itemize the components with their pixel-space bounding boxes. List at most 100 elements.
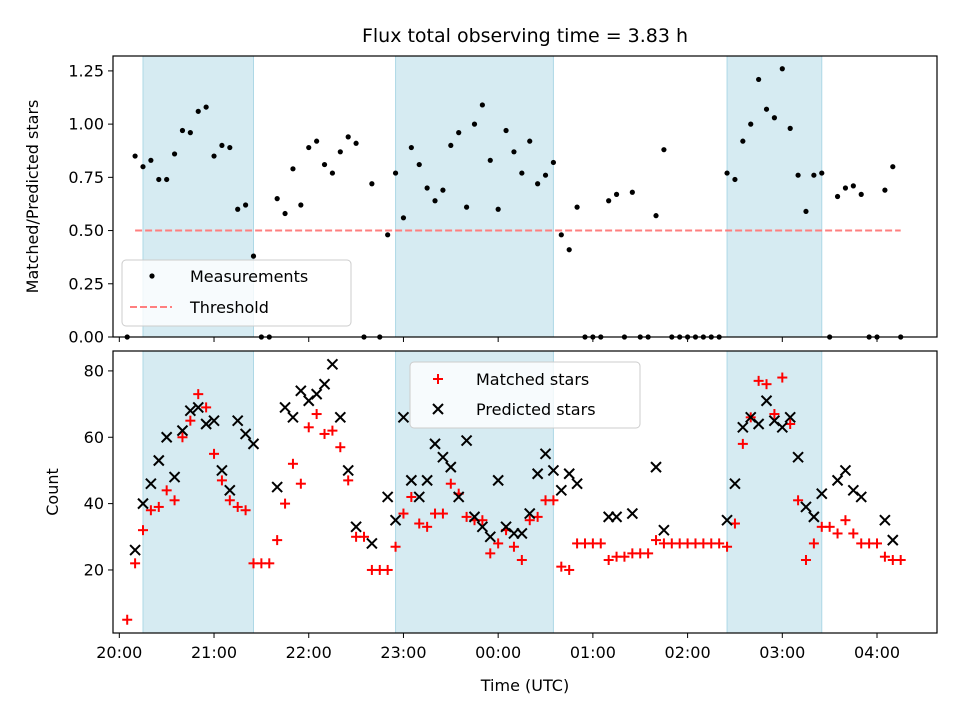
- measurement-point: [787, 125, 793, 131]
- measurement-point: [242, 202, 249, 208]
- matched-star-point: [130, 558, 141, 569]
- y-tick-label: 1.25: [68, 61, 104, 80]
- y-tick-label: 1.00: [68, 115, 104, 134]
- x-tick-label: 20:00: [96, 643, 142, 662]
- bottom-y-axis-label: Count: [43, 468, 62, 516]
- predicted-star-point: [326, 358, 339, 370]
- chart-title: Flux total observing time = 3.83 h: [362, 25, 688, 47]
- measurement-point: [164, 176, 170, 183]
- predicted-star-point: [879, 514, 891, 526]
- predicted-star-point: [160, 431, 173, 443]
- predicted-star-point: [776, 421, 789, 434]
- predicted-star-point: [397, 411, 410, 424]
- predicted-star-point: [310, 388, 323, 400]
- matched-star-point: [177, 432, 188, 443]
- y-tick-label: 40: [84, 494, 104, 513]
- measurement-point: [195, 108, 201, 114]
- matched-star-point: [201, 402, 212, 413]
- y-tick-label: 60: [84, 428, 104, 447]
- matched-star-point: [548, 495, 559, 506]
- measurement-point: [385, 232, 391, 238]
- measurement-points: [124, 66, 904, 340]
- measurement-point: [763, 106, 770, 112]
- measurement-point: [558, 232, 564, 238]
- matched-star-point: [800, 555, 811, 566]
- y-tick-label: 80: [84, 361, 104, 380]
- measurement-point: [250, 253, 257, 259]
- measurement-point: [179, 127, 186, 134]
- predicted-star-point: [153, 454, 165, 467]
- matched-star-point: [824, 521, 835, 532]
- measurement-point: [574, 204, 580, 210]
- measurement-point: [298, 202, 304, 208]
- matched-star-point: [872, 538, 883, 549]
- top-legend-box: [121, 259, 352, 327]
- measurement-point: [140, 164, 146, 170]
- predicted-star-point: [216, 464, 228, 477]
- predicted-star-point: [484, 531, 496, 543]
- predicted-star-point: [658, 524, 670, 536]
- measurement-point: [858, 191, 864, 197]
- y-tick-label: 0.75: [68, 168, 104, 187]
- x-axis-label: Time (UTC): [480, 676, 569, 695]
- observing-window-3: [726, 55, 823, 338]
- measurement-point: [724, 170, 730, 176]
- matched-star-point: [761, 379, 772, 390]
- matched-star-point: [564, 564, 575, 575]
- matched-star-point: [303, 422, 314, 433]
- predicted-star-point: [389, 514, 402, 526]
- predicted-star-point: [247, 438, 260, 450]
- predicted-star-point: [271, 481, 283, 493]
- matched-star-point: [619, 551, 630, 562]
- matched-star-point: [753, 375, 764, 386]
- predicted-star-point: [650, 461, 662, 473]
- measurement-point: [353, 140, 359, 146]
- matched-star-point: [272, 535, 283, 546]
- measurement-point: [408, 144, 414, 151]
- measurement-point: [756, 76, 762, 83]
- x-tick-label: 23:00: [380, 643, 426, 662]
- matched-star-point: [603, 555, 614, 566]
- bottom-legend: Matched stars Predicted stars: [409, 361, 641, 429]
- measurement-point: [527, 138, 533, 144]
- matched-star-point: [161, 485, 172, 496]
- matched-star-point: [287, 458, 298, 469]
- measurement-point: [803, 208, 809, 215]
- predicted-star-point: [460, 434, 473, 447]
- predicted-star-point: [760, 395, 773, 407]
- predicted-star-point: [176, 424, 189, 437]
- matched-star-point: [722, 541, 733, 552]
- predicted-star-point: [492, 474, 504, 487]
- predicted-star-point: [224, 484, 236, 497]
- matched-star-point: [240, 505, 251, 516]
- measurement-point: [314, 138, 320, 144]
- predicted-star-point: [287, 411, 299, 424]
- measurement-point: [448, 142, 454, 149]
- measurement-point: [535, 181, 541, 187]
- observing-window-3: [726, 350, 823, 634]
- matched-star-point: [485, 548, 496, 559]
- matched-star-point: [714, 538, 725, 549]
- predicted-star-point: [366, 537, 378, 550]
- predicted-star-point: [184, 405, 197, 417]
- measurement-point: [148, 157, 154, 163]
- measurement-point: [219, 142, 225, 149]
- matched-star-point: [358, 531, 369, 542]
- matched-star-point: [643, 548, 654, 559]
- measurement-point: [748, 121, 754, 127]
- measurement-point: [850, 183, 856, 189]
- predicted-star-point: [208, 414, 220, 427]
- matched-star-point: [556, 561, 567, 572]
- measurement-point: [629, 189, 635, 195]
- measurement-point: [542, 172, 549, 178]
- predicted-star-point: [231, 414, 244, 427]
- predicted-star-point: [531, 468, 544, 480]
- predicted-star-point: [555, 484, 568, 497]
- measurement-point: [834, 193, 841, 200]
- matched-star-point: [651, 535, 662, 546]
- predicted-star-point: [452, 491, 465, 503]
- measurement-point: [661, 147, 667, 153]
- predicted-star-point: [784, 411, 796, 424]
- predicted-star-point: [610, 511, 623, 523]
